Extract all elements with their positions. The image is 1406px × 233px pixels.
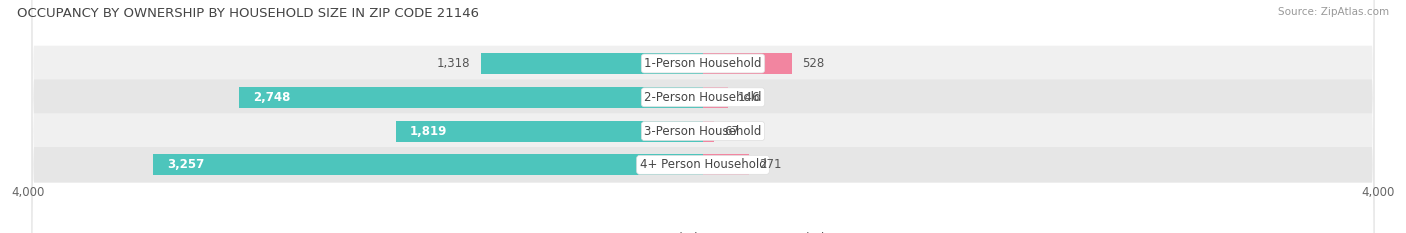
Text: 3-Person Household: 3-Person Household: [644, 125, 762, 137]
Text: 528: 528: [803, 57, 824, 70]
FancyBboxPatch shape: [31, 0, 1375, 233]
FancyBboxPatch shape: [31, 0, 1375, 233]
Bar: [239, 87, 703, 108]
Bar: [153, 154, 703, 175]
Text: OCCUPANCY BY OWNERSHIP BY HOUSEHOLD SIZE IN ZIP CODE 21146: OCCUPANCY BY OWNERSHIP BY HOUSEHOLD SIZE…: [17, 7, 479, 20]
Text: 4+ Person Household: 4+ Person Household: [640, 158, 766, 171]
Bar: [396, 121, 703, 141]
Bar: [481, 53, 703, 74]
Bar: [703, 121, 714, 141]
Text: 271: 271: [759, 158, 782, 171]
Text: 67: 67: [724, 125, 740, 137]
Bar: [703, 87, 728, 108]
Text: 146: 146: [738, 91, 761, 104]
Text: 1,819: 1,819: [409, 125, 447, 137]
Text: 1-Person Household: 1-Person Household: [644, 57, 762, 70]
Text: 2-Person Household: 2-Person Household: [644, 91, 762, 104]
FancyBboxPatch shape: [31, 0, 1375, 233]
Text: Source: ZipAtlas.com: Source: ZipAtlas.com: [1278, 7, 1389, 17]
FancyBboxPatch shape: [31, 0, 1375, 233]
Bar: [703, 53, 792, 74]
Bar: [703, 154, 749, 175]
Text: 1,318: 1,318: [437, 57, 471, 70]
Text: 2,748: 2,748: [253, 91, 290, 104]
Text: 3,257: 3,257: [167, 158, 204, 171]
Legend: Owner-occupied, Renter-occupied: Owner-occupied, Renter-occupied: [576, 228, 830, 233]
